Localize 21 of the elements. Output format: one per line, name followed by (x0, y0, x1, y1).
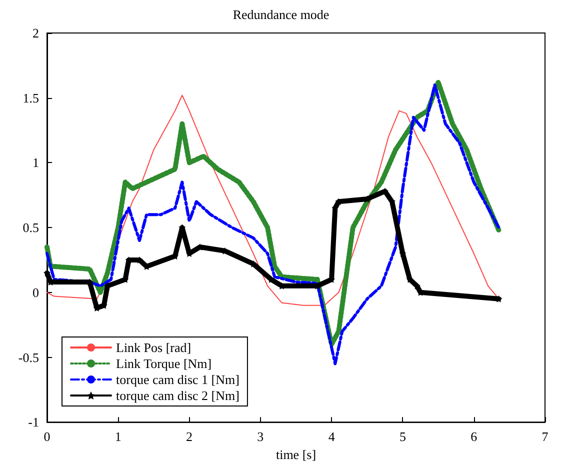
x-axis-title: time [s] (276, 447, 316, 462)
x-tick-label: 3 (257, 429, 264, 444)
x-tick-label: 1 (114, 429, 122, 444)
y-tick-label: 1.5 (22, 90, 39, 106)
legend-label: Link Torque [Nm] (116, 356, 212, 371)
y-tick-label: -1 (28, 414, 39, 430)
x-tick-label: 6 (470, 429, 478, 444)
x-tick-label: 5 (399, 429, 406, 444)
x-tick-label: 7 (542, 429, 549, 444)
y-tick-label: 0 (32, 284, 39, 300)
y-tick-label: -0.5 (18, 350, 39, 365)
chart-title: Redundance mode (232, 7, 330, 22)
y-tick-label: 0.5 (22, 220, 39, 236)
legend-label: torque cam disc 1 [Nm] (116, 372, 240, 387)
legend-label: Link Pos [rad] (116, 340, 192, 355)
x-tick-label: 2 (186, 429, 193, 444)
x-tick-label: 0 (44, 429, 50, 444)
y-tick-label: 1 (32, 155, 39, 170)
legend-label: torque cam disc 2 [Nm] (116, 388, 240, 403)
x-tick-label: 4 (328, 429, 336, 444)
y-tick-label: 2 (32, 26, 39, 40)
